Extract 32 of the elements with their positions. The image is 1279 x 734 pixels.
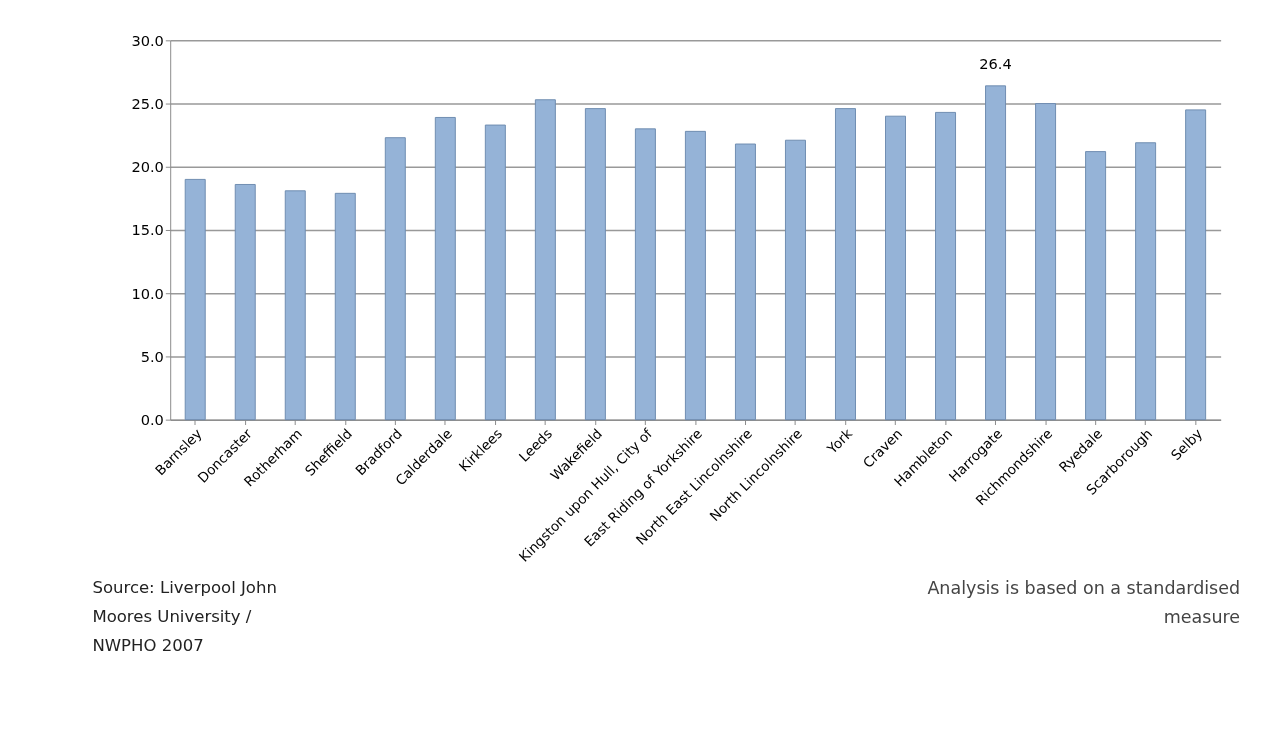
source-note: Source: Liverpool John Moores University / NWPHO 2007 — [92, 577, 277, 656]
y-tick-label: 5.0 — [140, 347, 164, 365]
bar — [534, 99, 556, 421]
bar — [384, 137, 406, 421]
bar — [1035, 103, 1057, 421]
bar — [684, 130, 706, 421]
bar — [834, 108, 856, 421]
bar — [634, 128, 656, 421]
bar — [584, 108, 606, 421]
y-tick-label: 10.0 — [131, 284, 164, 302]
x-tick-label: York — [823, 425, 856, 458]
bar — [1085, 151, 1107, 421]
bar — [784, 139, 806, 421]
bar — [885, 115, 906, 421]
bar — [184, 178, 206, 421]
bar — [234, 183, 256, 421]
y-tick-label: 25.0 — [131, 94, 164, 112]
data-label: 26.4 — [979, 55, 1012, 73]
y-tick-label: 0.0 — [140, 411, 164, 429]
bar — [734, 143, 756, 421]
bar — [434, 116, 456, 421]
y-tick-label: 15.0 — [131, 221, 164, 239]
y-tick-label: 30.0 — [131, 31, 164, 49]
y-tick-label: 20.0 — [131, 158, 164, 176]
text: Analysis is based on a standardised measure — [927, 577, 1241, 627]
bar — [985, 85, 1007, 421]
bar — [935, 111, 957, 421]
bar — [334, 192, 356, 421]
bar — [1135, 142, 1157, 421]
bar — [1185, 109, 1207, 421]
bar — [284, 190, 306, 421]
bar — [484, 124, 506, 421]
